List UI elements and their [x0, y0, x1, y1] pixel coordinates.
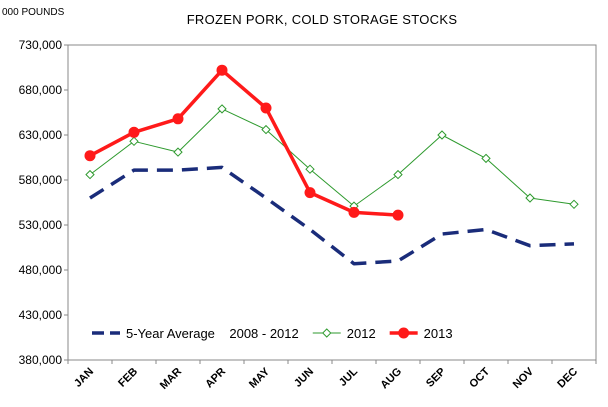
legend-item: 2013 — [389, 326, 453, 341]
y-tick-label: 680,000 — [19, 83, 63, 97]
data-point-2013 — [348, 206, 360, 218]
legend-item: 5-Year Average 2008 - 2012 — [92, 326, 299, 341]
data-point-2012 — [173, 147, 183, 157]
x-tick-label: SEP — [424, 366, 448, 390]
legend-label: 5-Year Average 2008 - 2012 — [126, 326, 299, 341]
y-tick-label: 430,000 — [19, 308, 63, 322]
plot-area: 380,000 430,000 480,000 530,000 580,000 630,0… — [19, 38, 597, 392]
data-point-2013 — [260, 102, 272, 114]
data-point-2012 — [85, 169, 95, 180]
unit-label: 000 POUNDS — [2, 7, 65, 18]
data-point-2012 — [525, 193, 535, 203]
legend-label: 2012 — [347, 326, 376, 341]
legend-label: 2013 — [424, 326, 453, 341]
x-tick-label: FEB — [116, 366, 140, 390]
data-point-2012 — [393, 169, 403, 180]
x-tick-label: MAR — [158, 366, 184, 392]
data-point-2012 — [129, 136, 139, 147]
series-line-2012 — [89, 108, 575, 207]
legend-marker — [322, 328, 332, 338]
legend-item: 2012 — [312, 326, 376, 341]
data-point-2013 — [128, 126, 140, 138]
chart-title: FROZEN PORK, COLD STORAGE STOCKS — [187, 12, 458, 27]
series-line-5-year-average — [89, 165, 575, 266]
x-tick-label: JAN — [72, 366, 96, 390]
x-tick-label: MAY — [247, 365, 273, 391]
data-point-2013 — [172, 113, 184, 125]
x-tick-label: AUG — [378, 366, 404, 392]
data-point-2012 — [437, 130, 447, 140]
y-tick-label: 630,000 — [19, 128, 63, 142]
y-tick-label: 530,000 — [19, 218, 63, 232]
series-line-2013 — [89, 68, 399, 217]
x-tick-label: APR — [203, 366, 228, 391]
data-point-2012 — [481, 153, 491, 164]
data-point-2013 — [84, 150, 96, 162]
data-point-2012 — [217, 104, 227, 114]
legend: 5-Year Average 2008 - 2012 2012 2013 — [92, 326, 453, 341]
x-tick-label: DEC — [555, 366, 580, 391]
data-point-2012 — [569, 199, 579, 210]
data-point-2012 — [261, 124, 271, 135]
data-point-2013 — [216, 64, 228, 76]
legend-marker — [398, 327, 410, 339]
x-tick-label: OCT — [467, 365, 492, 390]
y-tick-label: 730,000 — [19, 38, 63, 52]
data-point-2013 — [392, 209, 404, 221]
x-tick-label: JUN — [292, 366, 316, 390]
x-tick-label: NOV — [511, 365, 537, 391]
x-tick-label: JUL — [337, 365, 360, 388]
y-tick-label: 580,000 — [19, 173, 63, 187]
y-tick-label: 380,000 — [19, 353, 63, 367]
data-point-2012 — [305, 164, 315, 174]
data-point-2013 — [304, 187, 316, 199]
y-tick-label: 480,000 — [19, 263, 63, 277]
